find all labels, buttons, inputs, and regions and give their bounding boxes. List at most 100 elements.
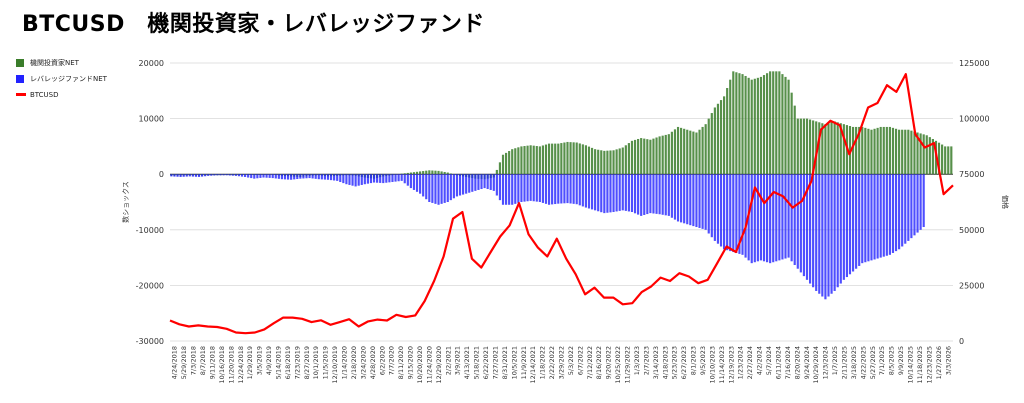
bar-leveraged [646, 174, 649, 215]
bar-leveraged [845, 174, 848, 278]
bar-leveraged [185, 174, 188, 177]
bar-institutional [563, 142, 566, 175]
bar-leveraged [716, 174, 720, 244]
bar-leveraged [385, 174, 388, 183]
bar-leveraged [898, 174, 901, 250]
x-tick-label: 2/22/2022 [548, 346, 556, 379]
bar-institutional [698, 129, 701, 175]
bar-leveraged [793, 174, 796, 266]
bar-institutional [707, 118, 710, 175]
bar-leveraged [578, 174, 581, 206]
bar-institutional [784, 76, 787, 175]
x-tick-label: 12/19/2023 [727, 346, 735, 383]
x-tick-label: 2/2/2021 [444, 346, 452, 375]
bar-institutional [855, 126, 858, 175]
bar-institutional [630, 140, 634, 175]
bar-institutional [621, 147, 624, 175]
bar-institutional [419, 171, 422, 175]
bar-leveraged [851, 174, 855, 272]
x-tick-label: 7/16/2024 [784, 346, 792, 379]
bar-leveraged [667, 174, 670, 216]
y-tick-label-left: -20000 [136, 281, 164, 290]
x-tick-label: 10/16/2018 [218, 346, 226, 383]
bar-institutional [440, 171, 443, 175]
bar-leveraged [904, 174, 907, 244]
bar-leveraged [762, 174, 766, 262]
bar-institutional [652, 138, 655, 175]
bar-leveraged [409, 174, 412, 189]
bar-leveraged [520, 174, 523, 202]
bar-institutional [861, 126, 864, 175]
x-tick-label: 4/28/2020 [369, 346, 377, 379]
x-tick-label: 10/1/2019 [312, 346, 320, 379]
bar-institutional [425, 170, 428, 175]
x-tick-label: 4/13/2021 [463, 346, 471, 379]
bar-leveraged [769, 174, 772, 264]
bar-leveraged [848, 174, 852, 275]
bar-institutional [609, 150, 612, 175]
x-tick-label: 8/1/2023 [690, 346, 698, 375]
bar-institutional [523, 146, 526, 175]
x-tick-label: 12/10/2019 [331, 346, 339, 383]
bar-institutional [839, 123, 842, 175]
bar-leveraged [541, 174, 545, 203]
bar-institutional [661, 135, 664, 175]
bar-leveraged [394, 174, 397, 182]
bar-institutional [723, 96, 726, 175]
bar-leveraged [403, 174, 406, 184]
bar-leveraged [305, 174, 308, 179]
bar-institutional [551, 143, 554, 175]
bar-leveraged [213, 174, 216, 176]
bar-institutional [824, 124, 827, 175]
bar-leveraged [649, 174, 652, 214]
bar-institutional [888, 126, 891, 175]
bar-leveraged [501, 174, 505, 205]
y-axis-label-left: 数ショックス [121, 181, 130, 223]
bar-leveraged [723, 174, 726, 250]
bar-institutional [673, 129, 677, 175]
bar-leveraged [683, 174, 686, 224]
bar-leveraged [480, 174, 483, 190]
bar-leveraged [210, 174, 213, 176]
bar-leveraged [532, 174, 535, 202]
bar-institutional [643, 138, 646, 175]
bar-leveraged [262, 174, 265, 178]
bar-leveraged [575, 174, 578, 205]
bar-institutional [851, 126, 855, 175]
x-tick-label: 11/29/2022 [624, 346, 632, 383]
bar-leveraged [320, 174, 323, 180]
y-tick-label-left: 0 [159, 170, 164, 179]
bar-leveraged [805, 174, 809, 280]
bar-leveraged [204, 174, 207, 177]
bar-institutional [649, 139, 652, 175]
bar-leveraged [492, 174, 495, 191]
bar-leveraged [231, 174, 234, 176]
x-tick-label: 2/11/2025 [841, 346, 849, 379]
bar-leveraged [523, 174, 526, 202]
bar-institutional [704, 124, 707, 175]
bar-leveraged [372, 174, 376, 183]
bar-institutional [422, 171, 425, 175]
bar-institutional [615, 149, 618, 175]
bar-leveraged [225, 174, 228, 176]
x-tick-label: 7/12/2022 [586, 346, 594, 379]
x-tick-label: 3/18/2025 [850, 346, 858, 379]
bar-leveraged [504, 174, 508, 205]
bar-institutional [769, 71, 772, 175]
bar-institutional [790, 92, 793, 175]
x-tick-label: 9/24/2024 [803, 346, 811, 379]
bar-institutional [821, 123, 824, 175]
legend-item-btcusd: BTCUSD [16, 88, 107, 101]
x-tick-label: 9/11/2018 [209, 346, 217, 379]
bar-leveraged [633, 174, 637, 214]
bar-institutional [726, 88, 729, 175]
bar-leveraged [314, 174, 317, 179]
bar-leveraged [259, 174, 262, 178]
x-tick-label: 5/23/2023 [671, 346, 679, 379]
bar-leveraged [216, 174, 219, 176]
bar-institutional [716, 103, 720, 175]
bar-institutional [637, 138, 640, 175]
bar-leveraged [759, 174, 763, 261]
bar-institutional [594, 149, 597, 175]
legend-label: レバレッジファンドNET [30, 74, 107, 83]
